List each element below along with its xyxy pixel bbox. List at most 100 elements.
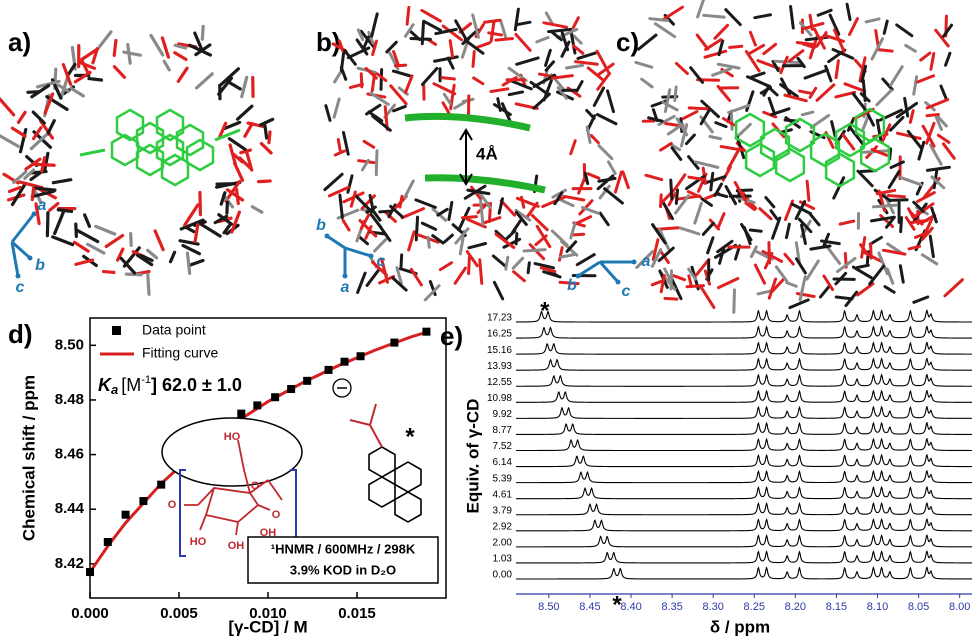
bond: [717, 212, 726, 228]
axis-arrow-head: [342, 273, 348, 279]
bond: [685, 284, 705, 289]
bond: [423, 284, 441, 302]
row-label: 0.00: [493, 570, 513, 581]
bond: [365, 268, 380, 287]
data-point: [340, 357, 349, 366]
bond: [771, 216, 782, 240]
data-point: [121, 510, 130, 519]
bond: [687, 155, 700, 170]
bond: [45, 211, 50, 238]
bond: [193, 31, 204, 52]
bond: [939, 84, 949, 102]
bond: [116, 247, 125, 262]
bond: [634, 60, 654, 69]
bond: [432, 82, 457, 96]
x-tick-label: 8.30: [702, 601, 723, 613]
bond: [670, 146, 683, 161]
bond: [385, 40, 398, 54]
bond: [327, 185, 350, 198]
bond: [672, 274, 687, 282]
bond: [512, 270, 526, 283]
bond: [580, 205, 600, 215]
bond: [529, 80, 550, 96]
bond: [732, 288, 736, 314]
bond: [420, 66, 439, 87]
bond: [392, 104, 407, 113]
axis-arrow-head: [15, 273, 21, 279]
bond: [886, 194, 906, 199]
bond: [535, 224, 552, 249]
bond: [560, 40, 571, 58]
bond: [885, 215, 896, 229]
bond: [868, 235, 883, 246]
bond: [916, 74, 936, 84]
y-tick-label: 8.42: [55, 555, 84, 572]
bond: [681, 110, 699, 121]
bond: [409, 36, 432, 41]
bond: [798, 89, 813, 95]
bond: [374, 149, 379, 177]
bond: [193, 223, 200, 243]
bond: [651, 238, 660, 261]
bond: [700, 197, 714, 207]
row-label: 9.92: [493, 409, 513, 420]
bond: [18, 127, 28, 154]
bond: [491, 254, 507, 268]
bond: [657, 114, 676, 127]
arrow-head: [459, 128, 473, 186]
bond: [881, 248, 907, 256]
bond: [349, 190, 357, 208]
data-point: [356, 352, 365, 361]
bond: [693, 201, 703, 225]
bond: [824, 64, 833, 83]
row-label: 17.23: [487, 313, 512, 324]
bond: [178, 239, 200, 246]
bond: [908, 109, 915, 124]
bond: [572, 34, 583, 45]
bond: [436, 207, 449, 217]
bond: [514, 210, 528, 226]
bond: [921, 226, 934, 241]
bond: [585, 125, 592, 144]
inset-label: O: [251, 480, 260, 492]
bond: [934, 28, 950, 48]
ring: [744, 142, 776, 178]
bond: [463, 184, 487, 200]
bond: [790, 202, 812, 216]
row-label: 5.39: [493, 473, 513, 484]
bond: [888, 198, 909, 202]
bond: [583, 171, 590, 186]
bond: [51, 235, 75, 247]
bond: [747, 43, 766, 56]
bond: [7, 185, 22, 194]
bond: [225, 188, 245, 202]
bond: [433, 55, 459, 63]
bond: [717, 39, 725, 57]
bond: [389, 84, 408, 106]
bond: [364, 66, 378, 80]
bond: [845, 2, 852, 21]
bond: [928, 234, 935, 259]
bond: [438, 261, 454, 272]
bond: [695, 33, 710, 51]
bond: [550, 74, 574, 80]
bond: [514, 232, 519, 246]
bond: [749, 71, 766, 79]
bond: [560, 198, 575, 208]
bond: [675, 117, 689, 137]
bond: [851, 92, 869, 114]
bond: [727, 103, 751, 114]
bond: [881, 77, 894, 92]
bond: [800, 223, 807, 246]
spectrum: [516, 534, 972, 548]
bond: [734, 122, 752, 140]
bond: [129, 231, 133, 248]
subscript: a: [111, 382, 118, 397]
bond: [461, 28, 480, 46]
axis-arrow-head: [575, 273, 581, 279]
bond: [73, 70, 92, 84]
bond: [673, 85, 678, 103]
bond: [463, 38, 485, 55]
bond: [434, 27, 458, 36]
panel-label: c): [616, 27, 639, 57]
